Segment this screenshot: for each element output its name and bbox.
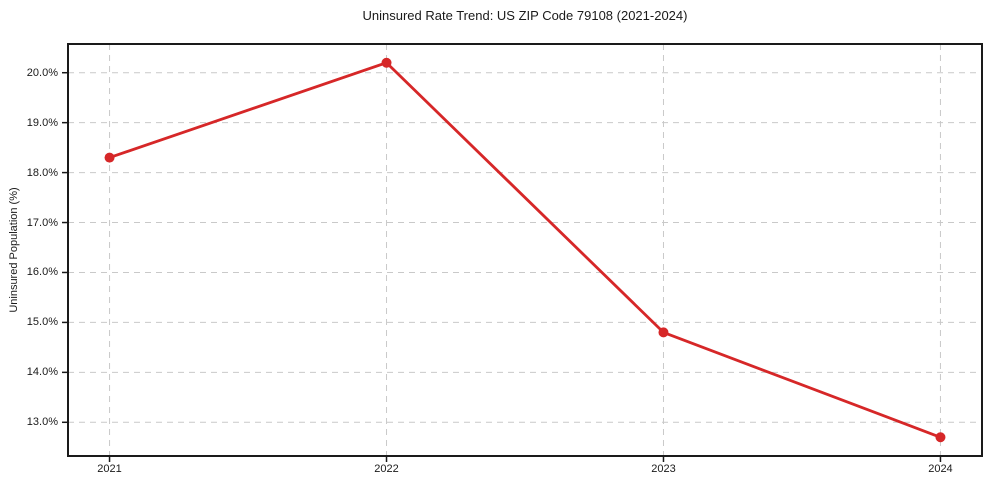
plot-area	[62, 43, 983, 462]
chart-title: Uninsured Rate Trend: US ZIP Code 79108 …	[362, 8, 688, 23]
data-point-2024	[935, 432, 946, 443]
y-tick-label: 17.0%	[26, 216, 58, 229]
y-tick-label: 20.0%	[26, 66, 58, 79]
axes-border	[67, 43, 983, 457]
y-tick-label: 15.0%	[26, 316, 58, 329]
line-chart-canvas	[62, 43, 983, 462]
data-point-2023	[658, 327, 669, 338]
y-tick-label: 16.0%	[26, 266, 58, 279]
trend-line	[108, 61, 942, 439]
y-tick-label: 19.0%	[26, 116, 58, 129]
data-point-2021	[104, 152, 115, 163]
y-axis-label: Uninsured Population (%)	[8, 187, 20, 313]
x-tick-label: 2022	[374, 463, 399, 475]
y-tick-label: 13.0%	[26, 416, 58, 429]
x-tick-label: 2023	[651, 463, 676, 475]
x-tick-label: 2024	[928, 463, 953, 475]
y-tick-label: 14.0%	[26, 366, 58, 379]
y-tick-label: 18.0%	[26, 166, 58, 179]
x-tick-label: 2021	[97, 463, 122, 475]
data-point-2022	[381, 57, 392, 68]
